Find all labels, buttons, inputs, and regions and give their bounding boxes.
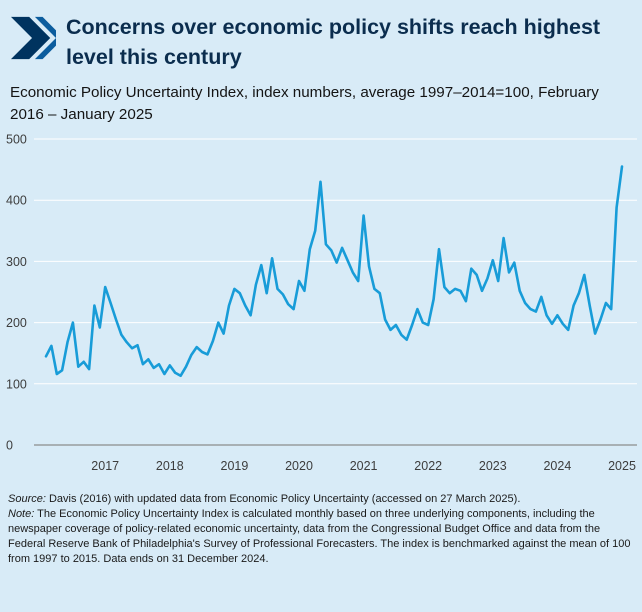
y-axis-tick-label: 400	[6, 194, 27, 208]
source-label: Source:	[8, 493, 46, 506]
footer-notes: Source: Davis (2016) with updated data f…	[8, 492, 632, 567]
x-axis-tick-label: 2020	[285, 459, 313, 473]
x-axis-tick-label: 2019	[221, 459, 249, 473]
note-label: Note:	[8, 508, 35, 521]
chart-area: 0 100 200 300 400 500 2017 2018 2019 2020 2021 2022…	[0, 127, 642, 490]
x-axis-tick-label: 2018	[156, 459, 184, 473]
x-axis-tick-label: 2024	[543, 459, 571, 473]
y-axis-tick-label: 100	[6, 378, 27, 392]
page-title: Concerns over economic policy shifts rea…	[66, 15, 601, 69]
note-text: The Economic Policy Uncertainty Index is…	[8, 508, 631, 566]
source-line: Source: Davis (2016) with updated data f…	[8, 492, 632, 567]
x-axis-tick-label: 2025	[608, 459, 636, 473]
y-axis-tick-label: 500	[6, 133, 27, 147]
epu-line-chart: 0 100 200 300 400 500 2017 2018 2019 2020 2021 2022…	[6, 133, 637, 473]
chevron-icon	[10, 16, 56, 65]
x-axis-tick-label: 2023	[479, 459, 507, 473]
x-axis-tick-label: 2021	[350, 459, 378, 473]
x-axis-tick-label: 2017	[91, 459, 119, 473]
x-axis-tick-label: 2022	[414, 459, 442, 473]
y-axis-tick-label: 0	[6, 439, 13, 453]
y-axis-tick-label: 200	[6, 317, 27, 331]
source-text: Davis (2016) with updated data from Econ…	[45, 493, 521, 506]
y-axis-tick-label: 300	[6, 255, 27, 269]
chart-subtitle: Economic Policy Uncertainty Index, index…	[10, 84, 599, 123]
epu-index-line	[44, 165, 624, 378]
header: Concerns over economic policy shifts rea…	[0, 0, 642, 72]
